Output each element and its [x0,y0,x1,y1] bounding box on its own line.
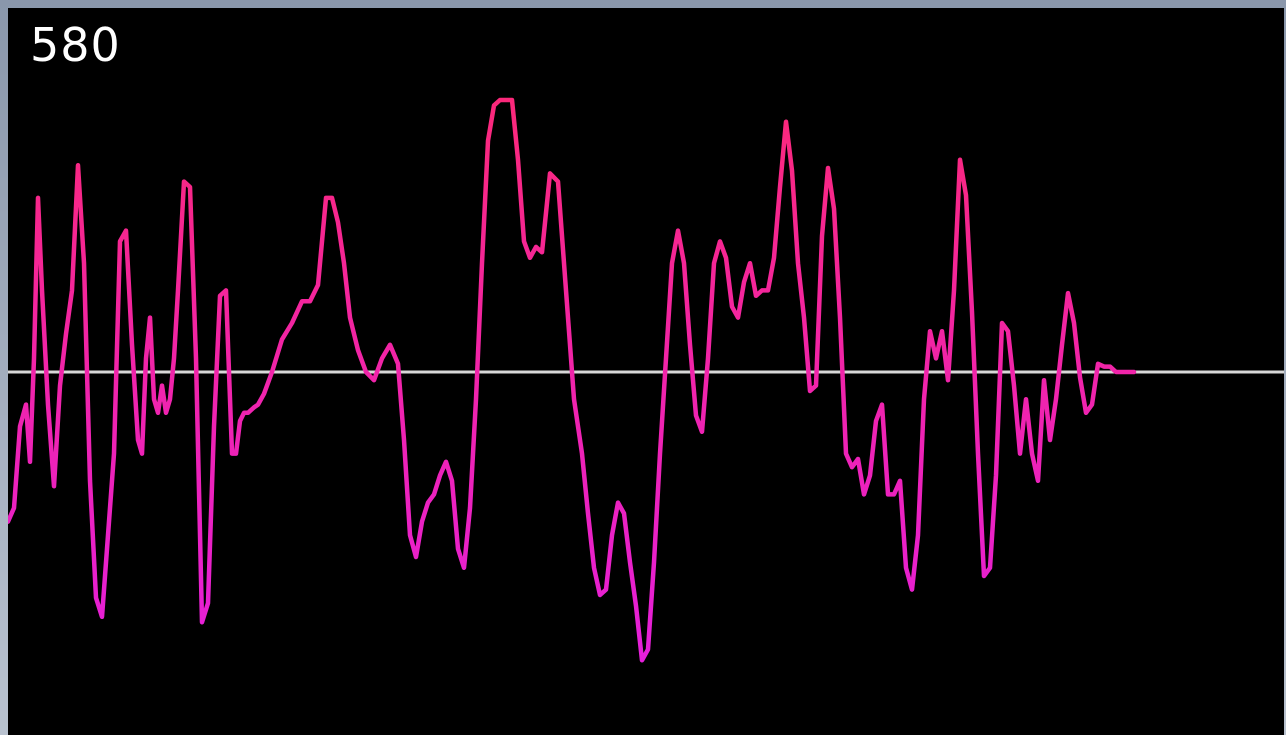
waveform-chart [8,97,1284,663]
waveform-display: 580 [8,8,1284,735]
waveform-trace [8,97,1137,663]
sample-counter: 580 [30,18,121,72]
